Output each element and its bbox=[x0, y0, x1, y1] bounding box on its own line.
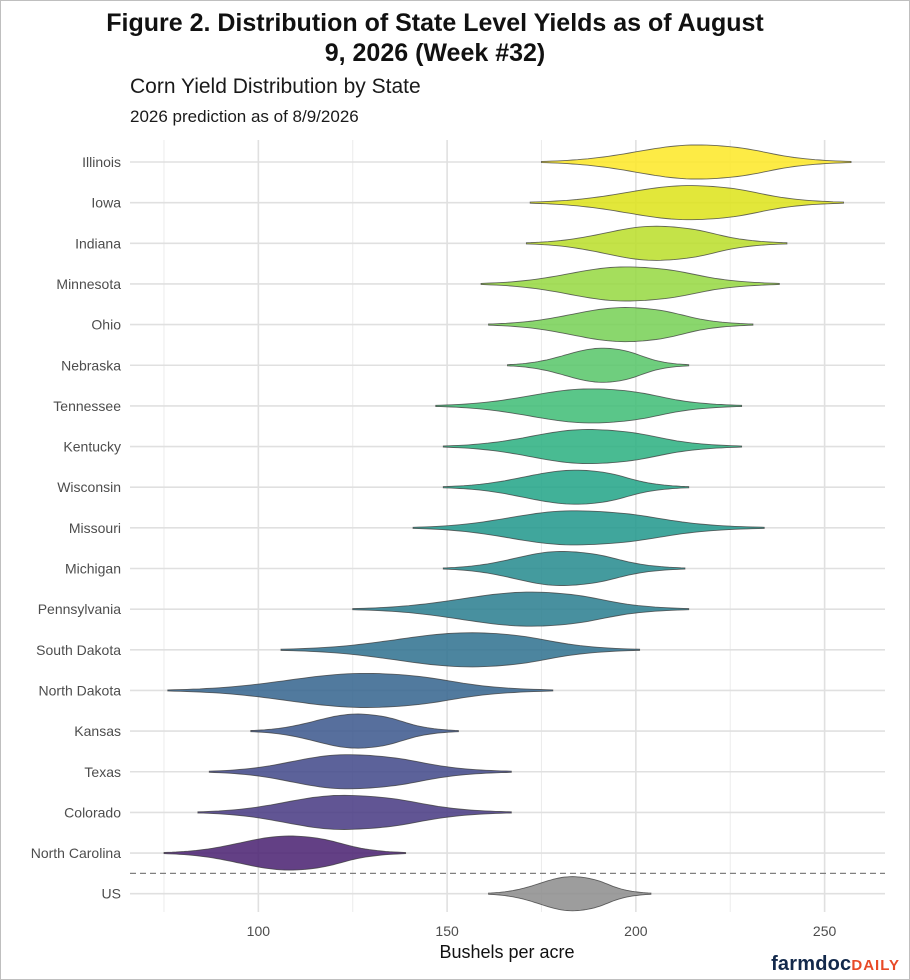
x-tick-labels: 100 150 200 250 bbox=[247, 923, 837, 939]
x-tick-label: 250 bbox=[813, 923, 837, 939]
x-tick-label: 200 bbox=[624, 923, 648, 939]
violin-north-dakota bbox=[167, 672, 554, 708]
logo-farmdoc: farmdoc bbox=[771, 953, 852, 975]
figure-title: Figure 2. Distribution of State Level Yi… bbox=[106, 9, 764, 67]
y-tick-label: Indiana bbox=[75, 235, 121, 251]
y-tick-label: Missouri bbox=[69, 520, 121, 536]
y-tick-label: Colorado bbox=[64, 804, 121, 820]
y-tick-label: Nebraska bbox=[61, 357, 121, 373]
y-tick-labels: Illinois Iowa Indiana Minnesota Ohio Nebraska… bbox=[31, 154, 121, 902]
y-tick-label: Texas bbox=[84, 764, 121, 780]
violin-illinois bbox=[541, 144, 852, 180]
violin-kentucky bbox=[442, 429, 743, 465]
violin-pennsylvania bbox=[352, 591, 690, 627]
violin-nebraska bbox=[507, 347, 690, 383]
y-tick-label: Michigan bbox=[65, 561, 121, 577]
y-tick-label: South Dakota bbox=[36, 642, 121, 658]
x-axis-title: Bushels per acre bbox=[439, 942, 574, 962]
violin-indiana bbox=[525, 225, 788, 261]
violin-south-dakota bbox=[280, 632, 641, 668]
y-tick-label: Pennsylvania bbox=[38, 601, 121, 617]
violin-minnesota bbox=[480, 266, 780, 302]
violin-colorado bbox=[197, 794, 512, 830]
chart-title: Corn Yield Distribution by State bbox=[130, 75, 421, 98]
violin-michigan bbox=[442, 551, 686, 586]
violin-ohio bbox=[488, 307, 754, 343]
farmdoc-daily-logo: farmdocDAILY bbox=[771, 953, 900, 976]
y-tick-label: Minnesota bbox=[56, 276, 121, 292]
violin-kansas bbox=[250, 713, 459, 749]
y-tick-label: Ohio bbox=[91, 317, 121, 333]
y-tick-label: North Carolina bbox=[31, 845, 121, 861]
violin-wisconsin bbox=[442, 469, 690, 505]
y-tick-label: US bbox=[102, 886, 121, 902]
chart-subtitle: 2026 prediction as of 8/9/2026 bbox=[130, 107, 359, 126]
violins bbox=[163, 144, 852, 912]
y-tick-label: Illinois bbox=[82, 154, 121, 170]
x-tick-label: 150 bbox=[435, 923, 459, 939]
y-tick-label: Kansas bbox=[74, 723, 121, 739]
y-tick-label: Iowa bbox=[91, 195, 121, 211]
x-tick-label: 100 bbox=[247, 923, 271, 939]
logo-daily: DAILY bbox=[851, 957, 900, 974]
violin-iowa bbox=[529, 185, 844, 221]
violin-missouri bbox=[412, 510, 765, 546]
y-tick-label: Kentucky bbox=[63, 439, 121, 455]
y-tick-label: Wisconsin bbox=[57, 479, 121, 495]
violin-tennessee bbox=[435, 388, 743, 424]
violin-texas bbox=[208, 754, 512, 790]
y-tick-label: North Dakota bbox=[39, 682, 122, 698]
violin-us bbox=[488, 876, 652, 912]
y-tick-label: Tennessee bbox=[53, 398, 121, 414]
violin-north-carolina bbox=[163, 835, 407, 871]
